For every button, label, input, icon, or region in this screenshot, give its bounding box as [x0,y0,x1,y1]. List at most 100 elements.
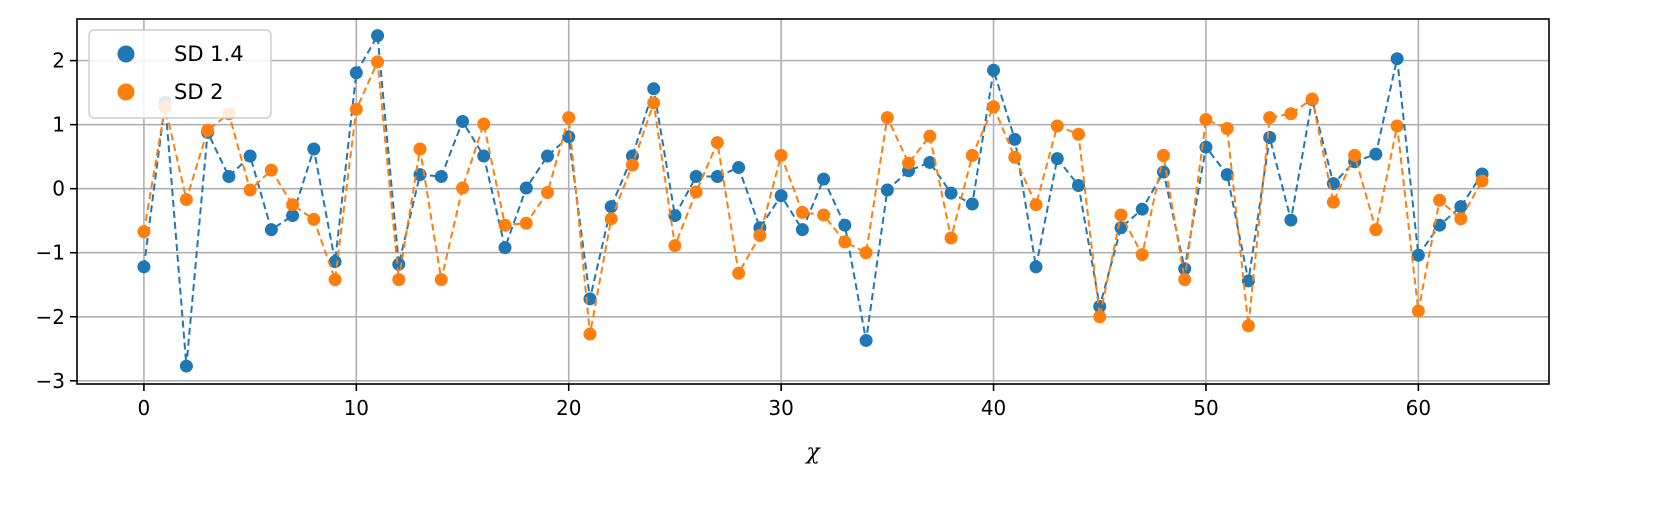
y-tick-label: 1 [52,113,65,137]
data-point [456,114,470,128]
data-point [583,292,597,306]
data-point [859,333,873,347]
data-point [1326,195,1340,209]
x-axis-label: χ [804,440,821,465]
data-point [1411,304,1425,318]
data-point [583,327,597,341]
x-tick-label: 50 [1193,396,1218,420]
legend-label: SD 2 [174,80,224,104]
data-point [562,111,576,125]
x-tick-label: 30 [768,396,793,420]
data-point [477,117,491,131]
data-point [1284,213,1298,227]
data-point [1178,262,1192,276]
data-point [668,209,682,223]
data-point [795,205,809,219]
data-point [540,186,554,200]
data-point [498,218,512,232]
data-point [710,136,724,150]
data-point [1156,148,1170,162]
data-point [201,123,215,137]
data-point [349,66,363,80]
data-point [562,130,576,144]
plot-frame [76,18,1550,385]
data-point [838,218,852,232]
data-point [1220,168,1234,182]
x-tick-label: 60 [1406,396,1431,420]
data-point [1433,193,1447,207]
data-point [392,273,406,287]
data-point [1411,248,1425,262]
data-point [795,223,809,237]
data-point [286,209,300,223]
data-point [1475,174,1489,188]
legend-box [88,29,272,119]
data-point [1093,310,1107,324]
legend-label: SD 1.4 [174,42,244,66]
legend: SD 1.4 SD 2 [88,29,272,119]
data-point [1029,260,1043,274]
y-tick-label: −1 [36,241,65,265]
legend-marker [117,83,135,101]
x-tick-label: 10 [344,396,369,420]
y-tick-label: −3 [36,369,65,393]
data-point [965,148,979,162]
data-point [604,200,618,214]
data-point [1390,119,1404,133]
data-point [859,246,873,260]
data-point [222,170,236,184]
data-point [307,212,321,226]
data-point [243,183,257,197]
data-point [1390,52,1404,66]
data-point [328,255,342,269]
data-point [179,193,193,207]
data-point [392,257,406,271]
grid-layer [77,19,1549,384]
data-point [880,183,894,197]
y-tick-label: 0 [52,177,65,201]
data-point [1369,147,1383,161]
data-point [477,149,491,163]
data-point [1220,122,1234,135]
data-point [1072,127,1086,141]
data-point [1072,178,1086,192]
data-point [1135,202,1149,216]
data-point [1241,274,1255,288]
data-point [519,216,533,230]
data-point [1348,148,1362,162]
data-point [604,212,618,226]
data-point [137,260,151,274]
data-point [434,273,448,287]
data-point [413,142,427,156]
data-point [732,161,746,175]
data-point [1050,152,1064,166]
data-point [668,239,682,253]
series-line [142,58,1483,335]
data-point [264,223,278,237]
data-point [456,181,470,195]
data-point [1454,212,1468,226]
data-point [1263,130,1277,144]
data-point [689,185,703,199]
data-point [987,100,1001,114]
data-point [1263,111,1277,125]
data-point [987,63,1001,77]
data-point [774,189,788,203]
data-point [944,186,958,200]
data-point [434,170,448,184]
data-point [838,235,852,249]
data-point [1029,198,1043,212]
data-point [923,155,937,169]
data-point [1241,319,1255,333]
data-point [371,55,385,69]
data-point [540,149,554,163]
legend-marker [117,45,135,63]
data-point [944,231,958,245]
data-point [498,241,512,255]
data-point [519,181,533,195]
data-point [647,96,661,110]
data-point [179,359,193,373]
y-tick-label: 2 [52,49,65,73]
data-point [753,228,767,242]
